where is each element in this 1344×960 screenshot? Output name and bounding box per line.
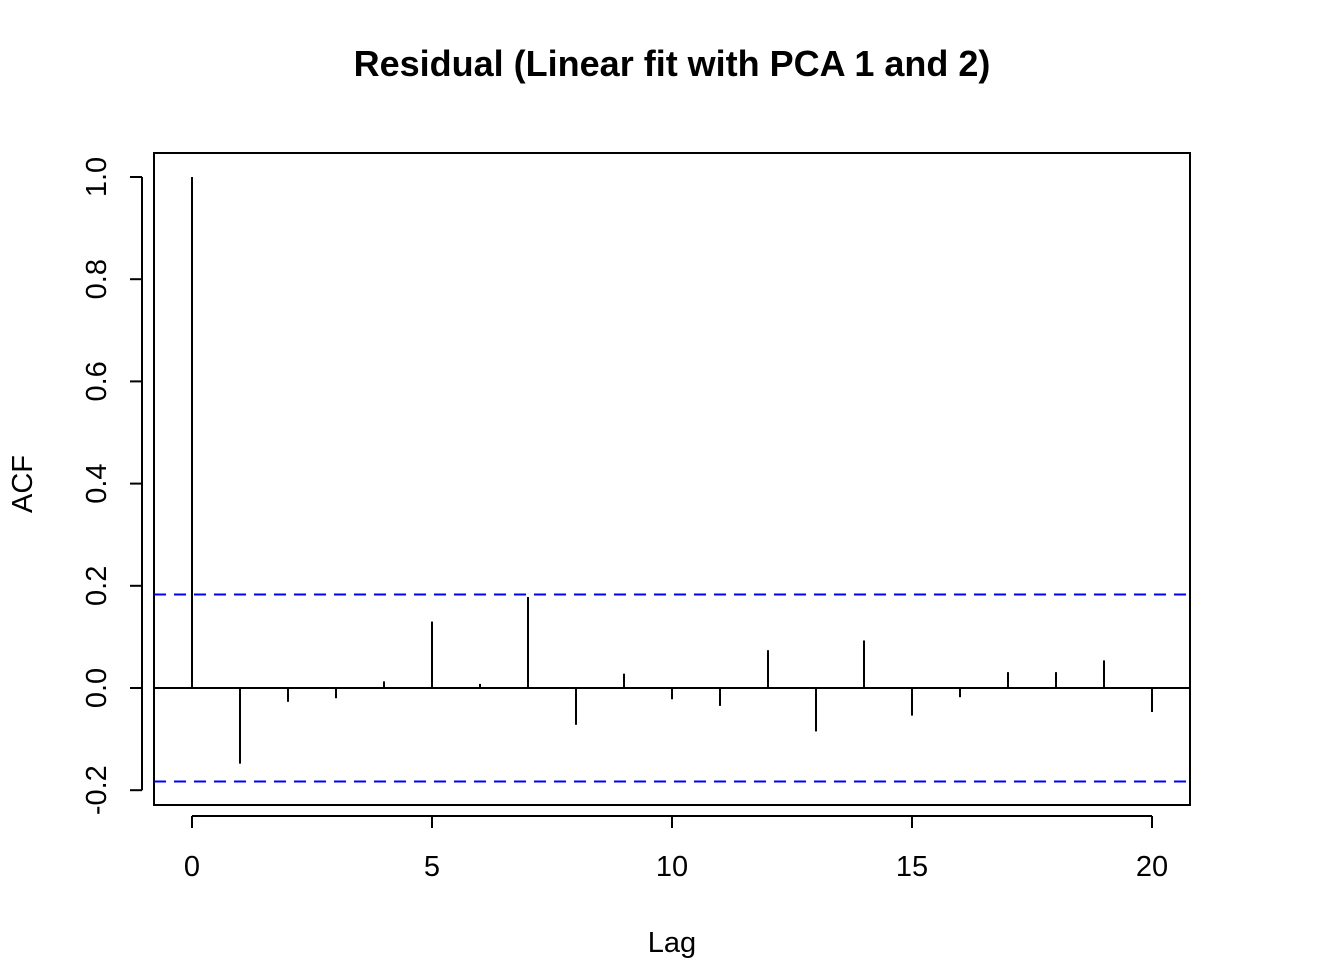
y-tick-label--0.2: -0.2 [81,765,113,815]
y-tick-label-0.2: 0.2 [81,566,113,606]
plot-area: 0 5 10 15 20 -0.2 0.0 0.2 0.4 0.6 0.8 1.0 [81,152,1191,883]
x-axis-label: Lag [648,927,696,959]
plot-frame [153,152,1191,806]
y-tick-label-0.6: 0.6 [81,361,113,401]
x-tick-label-10: 10 [656,851,688,883]
y-tick-label-0.4: 0.4 [81,463,113,503]
chart-title: Residual (Linear fit with PCA 1 and 2) [354,43,991,84]
y-tick-label-0.8: 0.8 [81,259,113,299]
y-axis-label: ACF [7,455,39,513]
x-tick-label-5: 5 [424,851,440,883]
x-tick-label-20: 20 [1136,851,1168,883]
y-tick-label-1.0: 1.0 [81,157,113,197]
x-tick-label-15: 15 [896,851,928,883]
x-tick-label-0: 0 [184,851,200,883]
y-tick-label-0.0: 0.0 [81,668,113,708]
